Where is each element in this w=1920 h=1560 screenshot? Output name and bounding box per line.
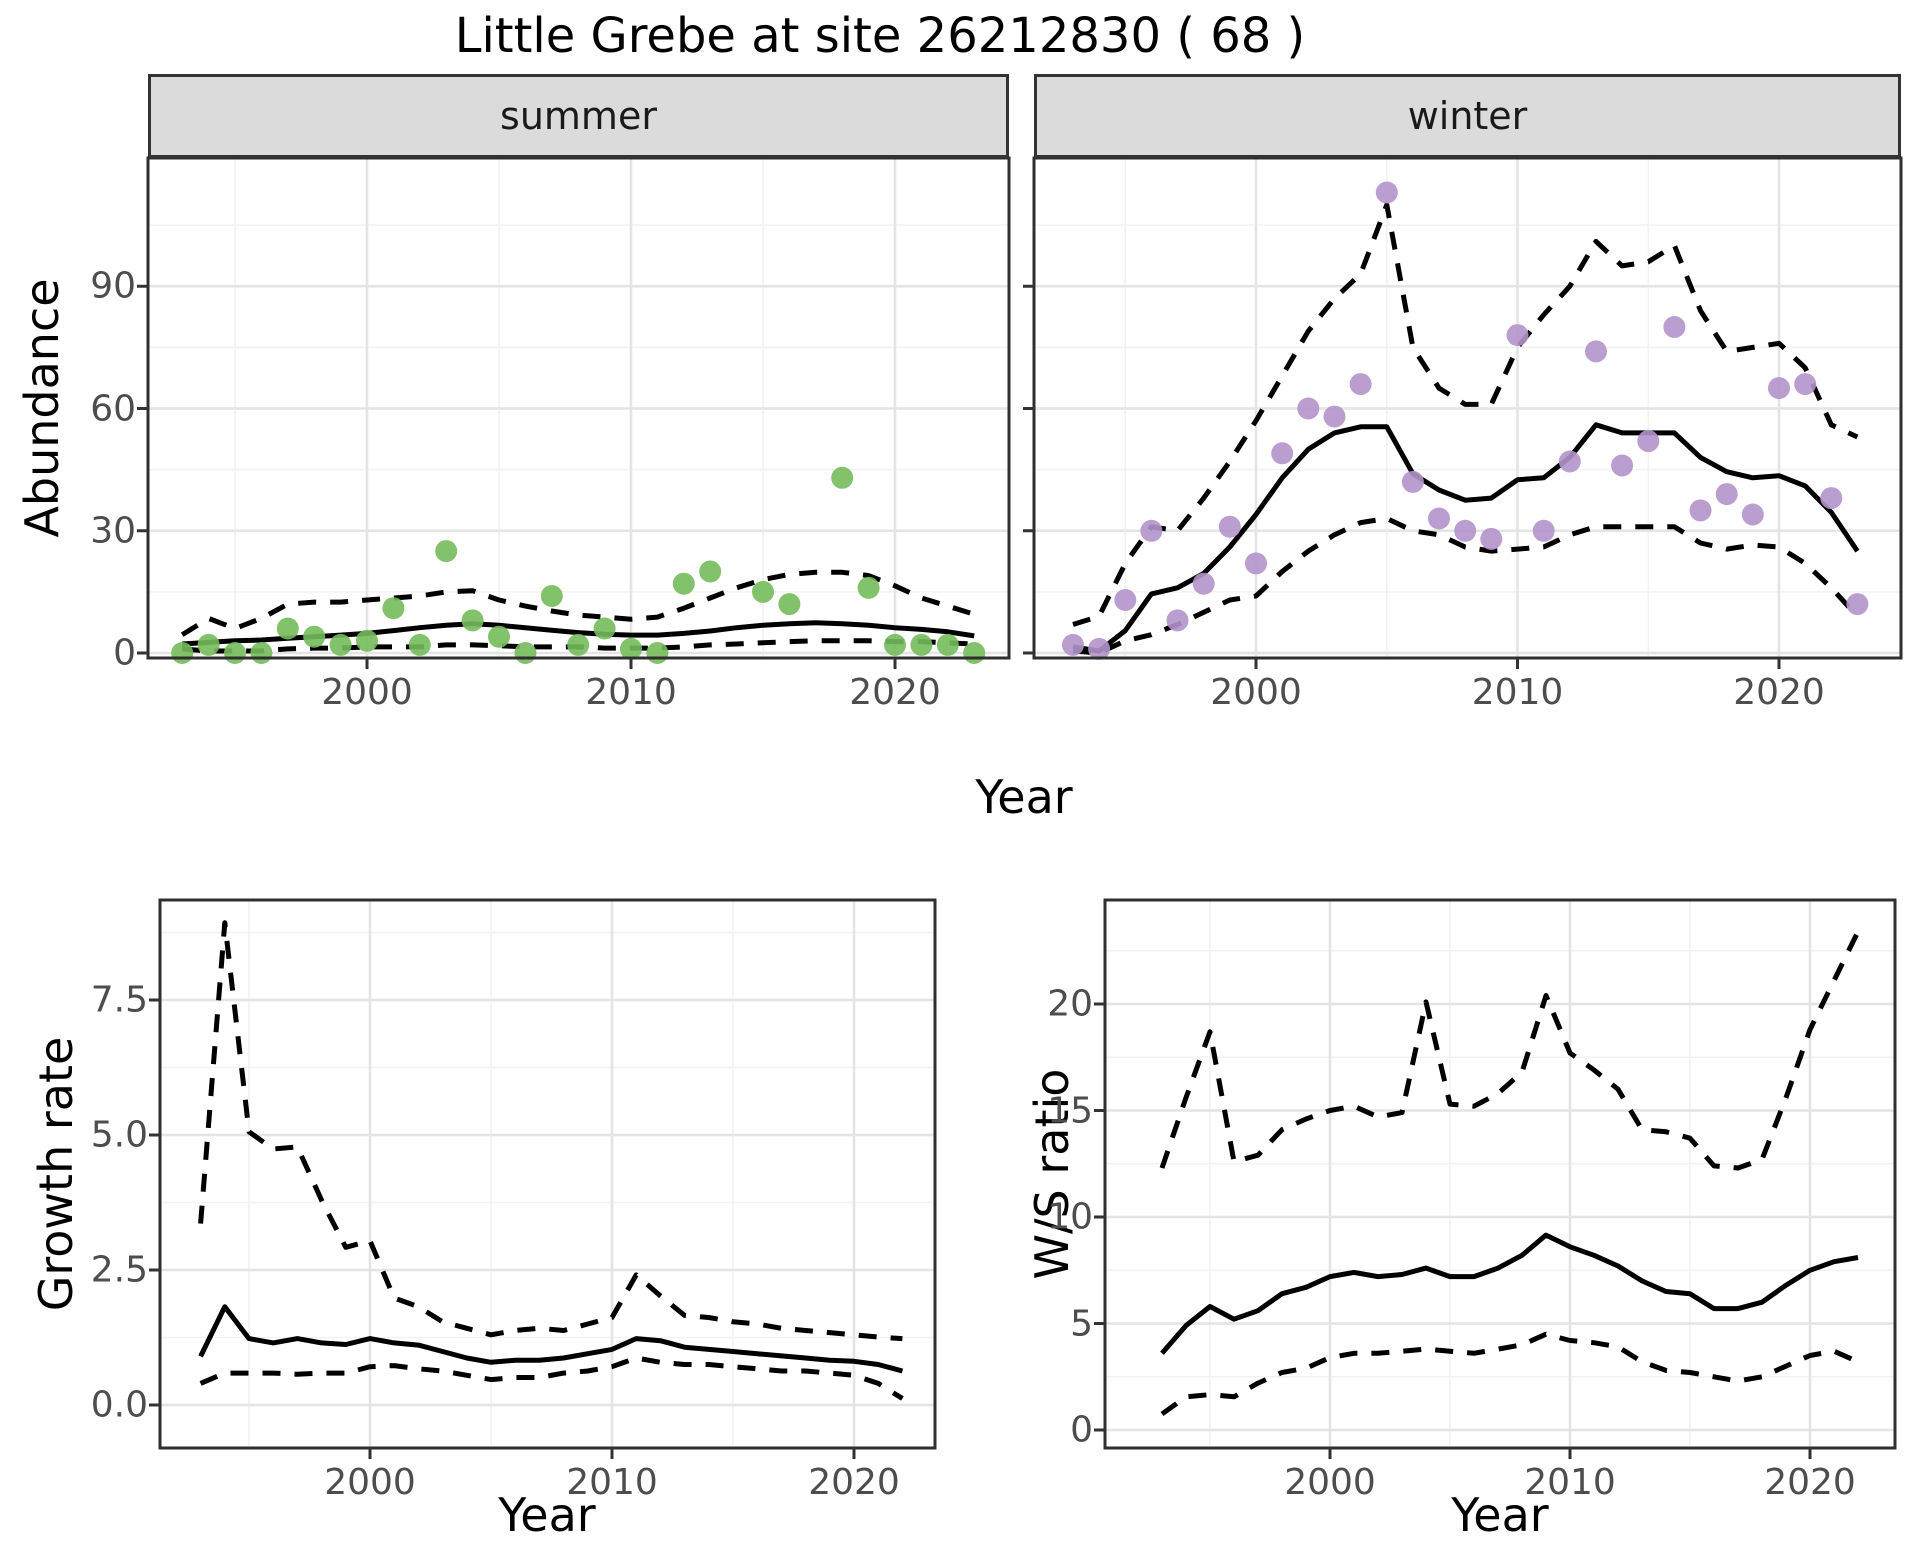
y-tick-label: 0 — [1070, 1409, 1093, 1451]
x-tick-label: 2010 — [1471, 672, 1564, 713]
x-axis-title-top: Year — [975, 770, 1073, 824]
x-tick-label: 2010 — [1524, 1462, 1616, 1503]
facet-strip-winter-label: winter — [1407, 94, 1528, 138]
x-tick-label: 2000 — [1284, 1462, 1376, 1503]
x-tick-label: 2020 — [1764, 1462, 1856, 1503]
x-tick-label: 2010 — [585, 672, 677, 713]
x-tick-label: 2020 — [808, 1462, 900, 1503]
y-tick-label: 60 — [90, 388, 136, 429]
x-tick-label: 2000 — [324, 1462, 416, 1503]
y-tick-label: 7.5 — [90, 979, 148, 1021]
y-tick-label: 20 — [1047, 983, 1093, 1025]
y-axis-title-abundance: Abundance — [15, 278, 69, 538]
y-tick-label: 0.0 — [90, 1384, 148, 1426]
facet-strip-summer: summer — [148, 74, 1009, 158]
facet-strip-winter: winter — [1034, 74, 1901, 158]
y-tick-label: 5 — [1070, 1303, 1093, 1344]
y-tick-label: 90 — [90, 265, 136, 307]
x-tick-label: 2000 — [321, 672, 413, 713]
x-axis-title-bottom-right: Year — [1451, 1488, 1549, 1542]
x-tick-label: 2020 — [849, 672, 941, 713]
y-tick-label: 30 — [90, 510, 136, 552]
y-axis-title-growth-rate: Growth rate — [29, 1036, 83, 1312]
y-tick-label: 10 — [1047, 1196, 1093, 1238]
facet-strip-summer-label: summer — [500, 94, 657, 138]
y-tick-label: 15 — [1047, 1090, 1093, 1131]
x-axis-title-bottom-left: Year — [498, 1488, 596, 1542]
y-tick-label: 0 — [113, 632, 136, 674]
x-tick-label: 2000 — [1210, 672, 1302, 713]
chart-title: Little Grebe at site 26212830 ( 68 ) — [454, 8, 1306, 64]
y-tick-label: 5.0 — [90, 1114, 148, 1156]
x-tick-label: 2020 — [1733, 672, 1825, 713]
x-tick-label: 2010 — [566, 1462, 658, 1503]
y-tick-label: 2.5 — [90, 1249, 148, 1291]
